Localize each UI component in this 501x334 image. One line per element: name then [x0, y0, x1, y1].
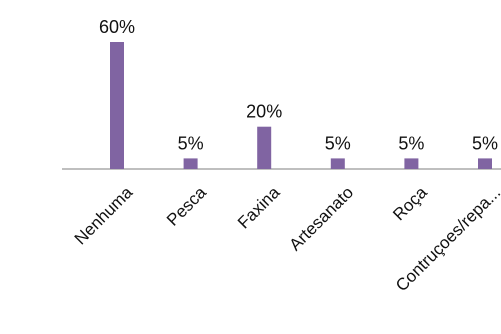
value-labels-group: 60% 5% 20% 5% 5% 5% — [99, 17, 498, 153]
bar-artesanato — [330, 158, 345, 169]
data-label-roca: 5% — [398, 133, 424, 153]
category-label-artesanato: Artesanato — [286, 183, 358, 255]
data-label-nenhuma: 60% — [99, 17, 135, 37]
bar-faxina — [257, 126, 272, 169]
category-labels-group: Nenhuma Pesca Faxina Artesanato RoçaContruço… — [71, 182, 501, 295]
category-label-faxina: Faxina — [234, 182, 284, 232]
bar-contrucoes-repa — [478, 158, 492, 169]
category-label-pesca: Pesca — [163, 182, 210, 229]
bar-nenhuma — [110, 42, 124, 169]
data-label-faxina: 20% — [246, 102, 282, 122]
bars-group — [110, 42, 492, 169]
category-label-roca: Roça — [389, 182, 431, 224]
bar-pesca — [183, 158, 198, 169]
bar-roca — [404, 158, 419, 169]
category-label-nenhuma: Nenhuma — [71, 182, 137, 248]
data-label-artesanato: 5% — [325, 133, 351, 153]
data-label-pesca: 5% — [178, 133, 204, 153]
data-label-contrucoes-repa: 5% — [472, 133, 498, 153]
